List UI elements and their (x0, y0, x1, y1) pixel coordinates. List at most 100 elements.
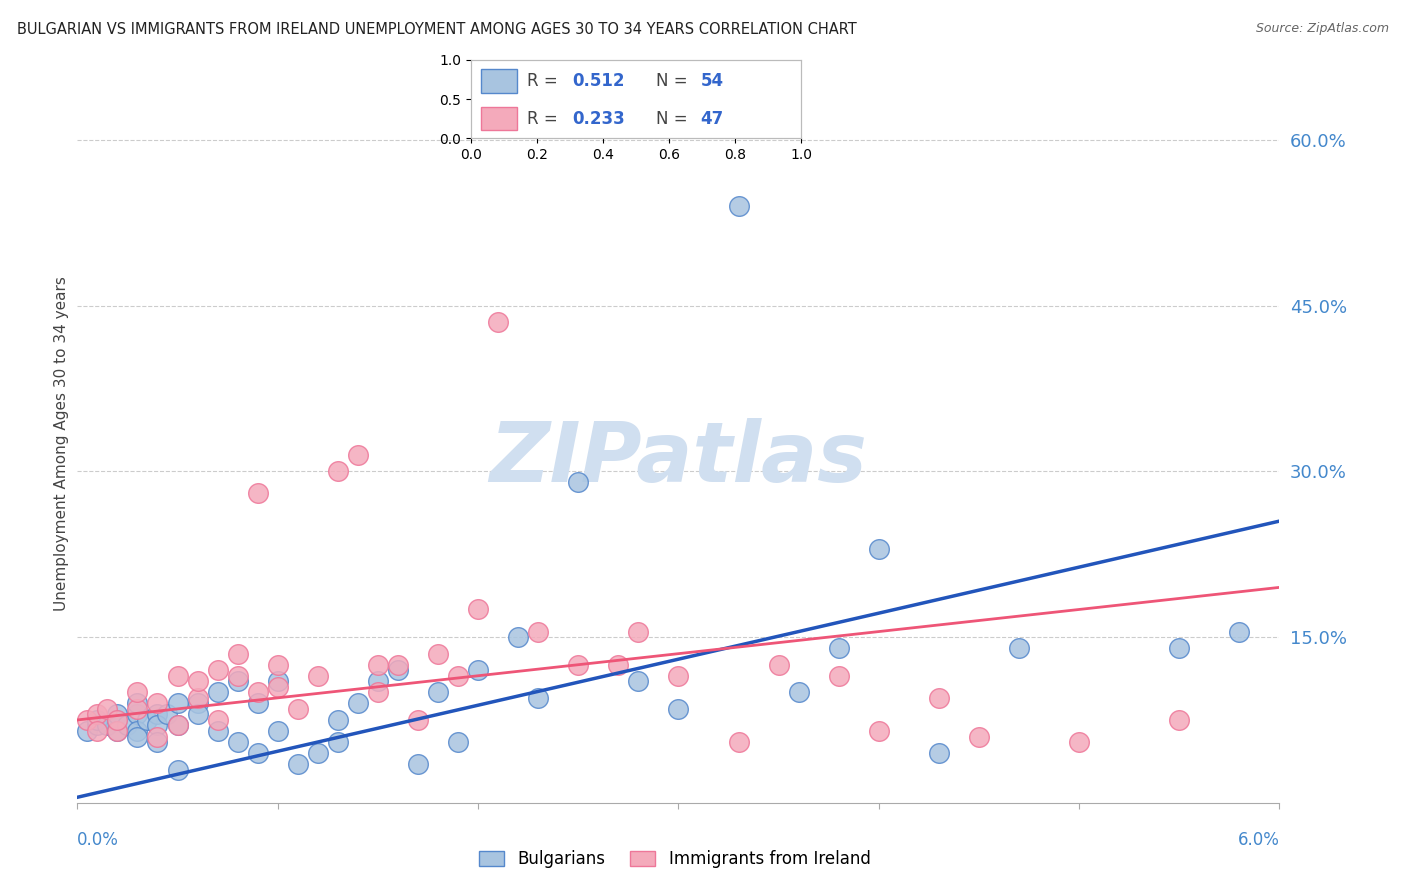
FancyBboxPatch shape (481, 70, 517, 93)
Point (226, 669, 249, 683)
Point (76, 713, 98, 727)
Text: 54: 54 (700, 72, 724, 90)
Point (567, 475, 589, 490)
Point (627, 624, 650, 639)
Point (928, 690, 950, 705)
Point (527, 690, 550, 705)
Point (96, 718, 118, 732)
Point (166, 697, 188, 711)
Point (567, 657, 589, 672)
Point (246, 685, 269, 699)
Point (117, 718, 139, 732)
Point (107, 707, 129, 722)
Point (668, 669, 690, 683)
Point (868, 541, 890, 556)
Point (627, 674, 650, 689)
Point (287, 757, 309, 772)
Point (156, 707, 179, 722)
Point (326, 713, 349, 727)
Point (166, 763, 188, 777)
Point (127, 730, 149, 744)
Point (127, 702, 149, 716)
Point (727, 735, 749, 749)
Point (486, 315, 509, 329)
Point (768, 657, 790, 672)
Point (86, 724, 108, 739)
FancyBboxPatch shape (481, 107, 517, 130)
Point (287, 702, 309, 716)
Point (527, 624, 550, 639)
Point (166, 718, 188, 732)
Point (146, 735, 169, 749)
Point (928, 746, 950, 760)
Point (246, 746, 269, 760)
Point (107, 713, 129, 727)
Point (146, 730, 169, 744)
Point (367, 685, 389, 699)
Point (367, 657, 389, 672)
Point (146, 718, 169, 732)
Point (136, 713, 159, 727)
Point (207, 685, 229, 699)
Point (406, 757, 429, 772)
Point (447, 669, 470, 683)
Point (868, 724, 890, 739)
Text: 47: 47 (700, 110, 724, 128)
Point (828, 669, 851, 683)
Text: N =: N = (657, 72, 693, 90)
Point (427, 647, 450, 661)
Text: ZIPatlas: ZIPatlas (489, 417, 868, 499)
Point (107, 713, 129, 727)
Point (127, 707, 149, 722)
Point (1008, 641, 1031, 656)
Point (307, 746, 329, 760)
Point (267, 680, 290, 694)
Point (467, 602, 489, 616)
Point (1168, 713, 1191, 727)
Point (187, 690, 209, 705)
Point (146, 707, 169, 722)
Point (967, 730, 990, 744)
Point (246, 697, 269, 711)
Text: Source: ZipAtlas.com: Source: ZipAtlas.com (1256, 22, 1389, 36)
Point (127, 724, 149, 739)
Point (76, 724, 98, 739)
Point (267, 724, 290, 739)
Text: 6.0%: 6.0% (1237, 831, 1279, 849)
Point (127, 697, 149, 711)
Point (207, 713, 229, 727)
Text: 0.0%: 0.0% (77, 831, 120, 849)
Point (96, 702, 118, 716)
Point (406, 713, 429, 727)
Point (447, 735, 470, 749)
Text: R =: R = (527, 72, 564, 90)
Point (387, 663, 409, 677)
Point (107, 724, 129, 739)
Point (326, 735, 349, 749)
Point (787, 685, 810, 699)
Point (387, 657, 409, 672)
Point (226, 647, 249, 661)
Text: 0.512: 0.512 (572, 72, 624, 90)
Text: 0.233: 0.233 (572, 110, 624, 128)
Point (127, 685, 149, 699)
Point (467, 663, 489, 677)
Point (226, 674, 249, 689)
Point (326, 464, 349, 478)
Y-axis label: Unemployment Among Ages 30 to 34 years: Unemployment Among Ages 30 to 34 years (53, 277, 69, 611)
Point (267, 657, 290, 672)
Point (347, 448, 370, 462)
Point (267, 674, 290, 689)
Point (166, 669, 188, 683)
Point (107, 724, 129, 739)
Point (1229, 624, 1251, 639)
Point (246, 486, 269, 500)
Point (668, 702, 690, 716)
Point (86, 713, 108, 727)
Point (1069, 735, 1091, 749)
Text: R =: R = (527, 110, 564, 128)
Point (86, 707, 108, 722)
Point (727, 199, 749, 213)
Point (187, 697, 209, 711)
Point (367, 674, 389, 689)
